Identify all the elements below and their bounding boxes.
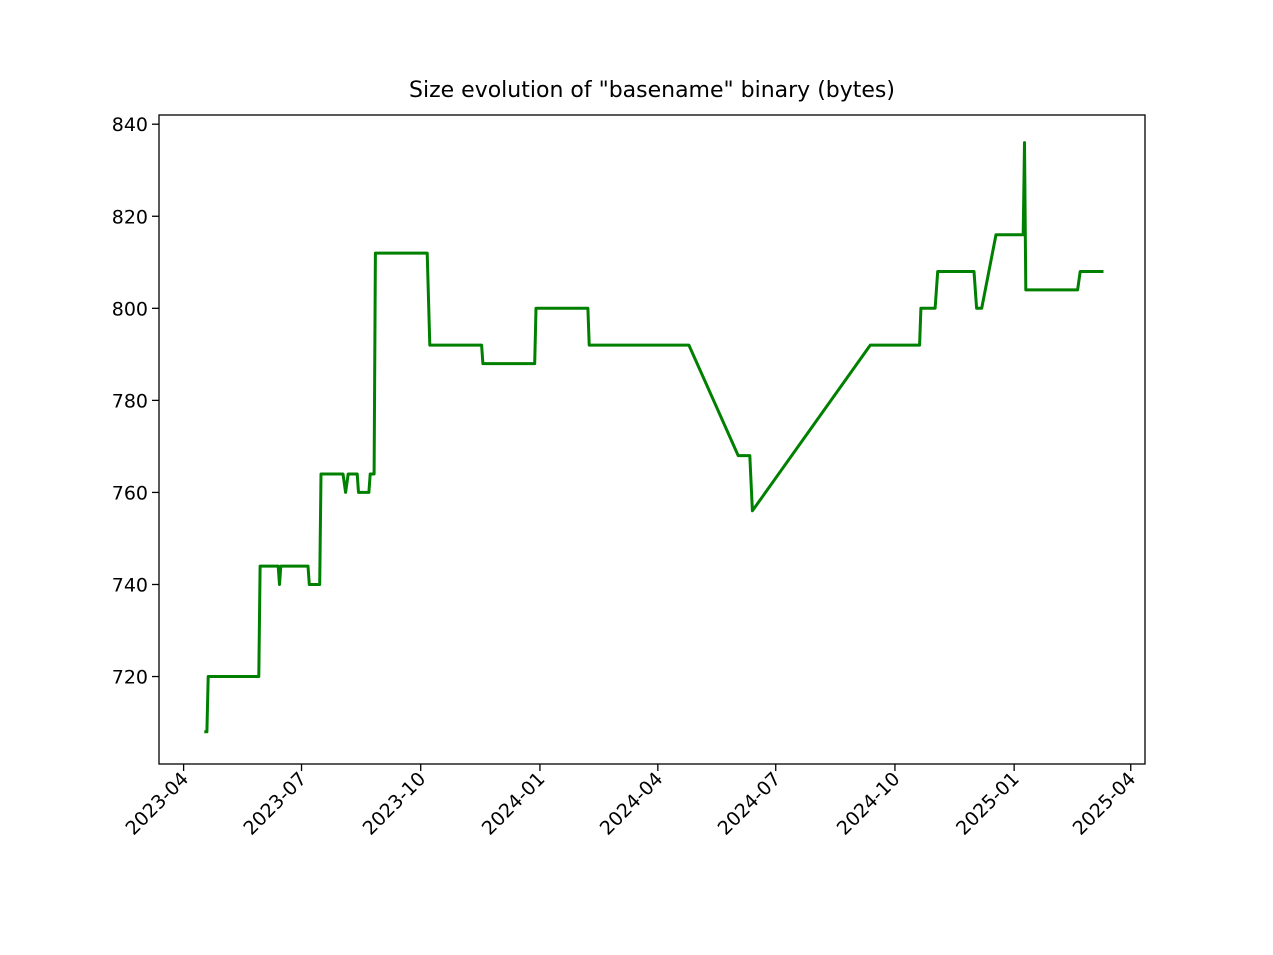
y-tick-label: 760 [112, 482, 148, 504]
y-tick-label: 800 [112, 298, 148, 320]
y-tick-label: 840 [112, 114, 148, 136]
y-axis: 720 740 760 780 800 820 840 [112, 114, 159, 689]
y-tick-label: 820 [112, 206, 148, 228]
series-line-0 [204, 141, 1104, 734]
plot-area [204, 141, 1104, 734]
y-tick-label: 740 [112, 574, 148, 596]
y-tick-label: 720 [112, 667, 148, 689]
axes-frame [158, 114, 1146, 765]
chart-title: Size evolution of "basename" binary (byt… [409, 78, 895, 103]
y-tick-label: 780 [112, 390, 148, 412]
